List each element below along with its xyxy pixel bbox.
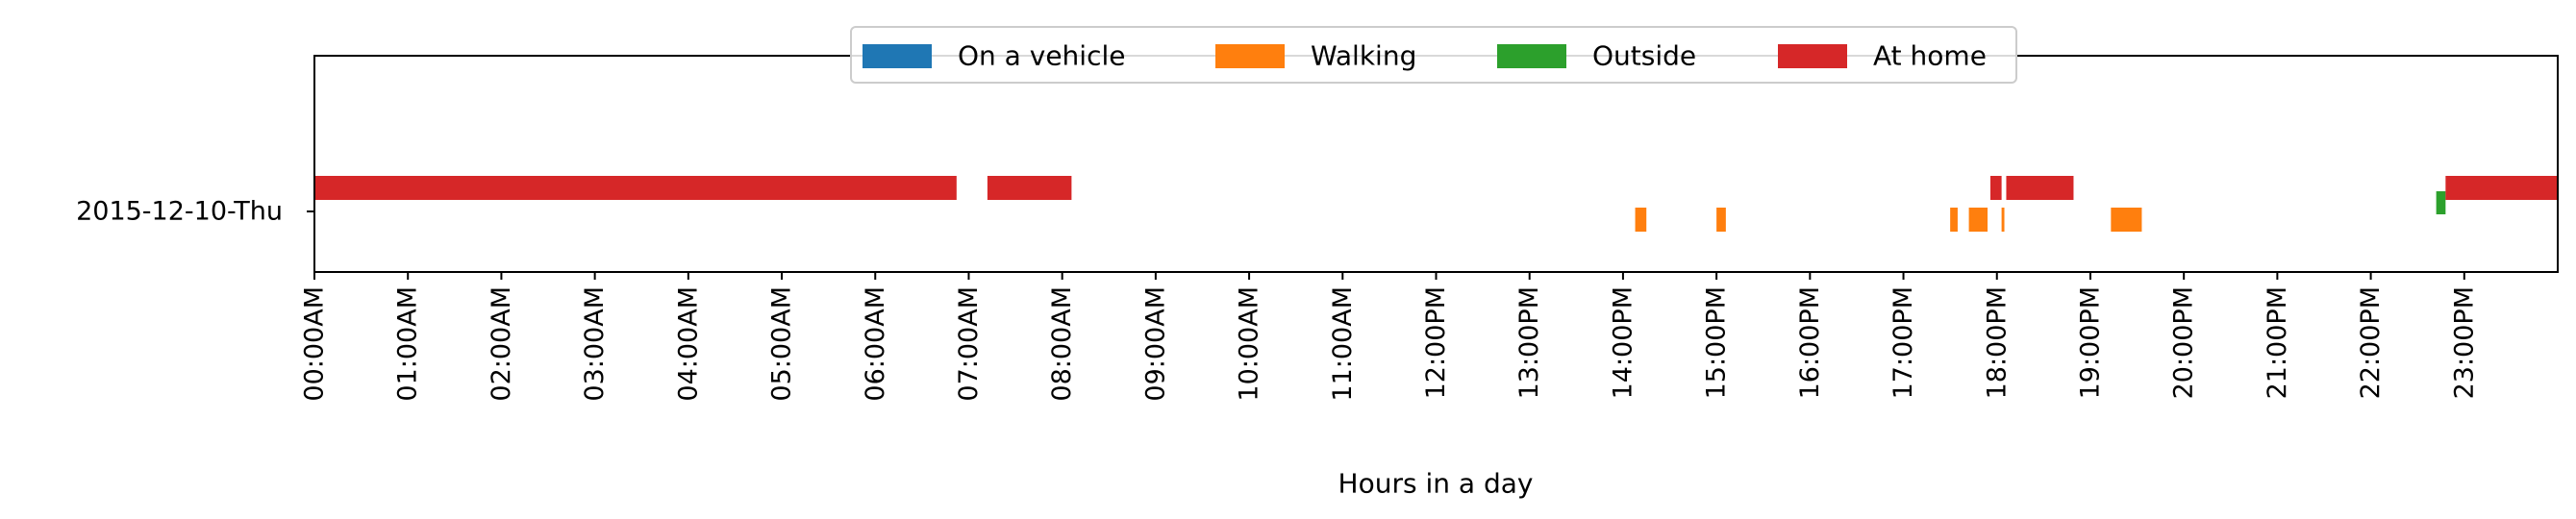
x-tick-label: 22:00PM: [2356, 286, 2386, 399]
x-tick-label: 14:00PM: [1608, 286, 1638, 399]
y-axis: 2015-12-10-Thu: [76, 197, 314, 227]
x-tick-label: 08:00AM: [1047, 286, 1077, 402]
x-axis: 00:00AM 01:00AM 02:00AM 03:00AM 04:00AM 05:00…: [300, 272, 2479, 402]
bar-walking: [2001, 208, 2005, 232]
y-tick-label: 2015-12-10-Thu: [76, 197, 283, 227]
x-tick-label: 19:00PM: [2075, 286, 2105, 399]
bar-at-home: [2006, 176, 2074, 200]
legend-swatch: [1778, 44, 1847, 68]
bar-walking: [1716, 208, 1726, 232]
bar-walking: [1635, 208, 1647, 232]
x-tick-label: 06:00AM: [861, 286, 890, 402]
x-tick-label: 05:00AM: [767, 286, 797, 402]
x-tick-label: 20:00PM: [2169, 286, 2199, 399]
bars-layer: [314, 176, 2558, 232]
bar-at-home: [987, 176, 1072, 200]
legend-swatch: [1497, 44, 1566, 68]
legend-swatch: [863, 44, 932, 68]
x-tick-label: 11:00AM: [1328, 286, 1358, 402]
plot-frame: [313, 55, 2559, 273]
bar-walking: [2111, 208, 2142, 232]
bar-outside: [2436, 191, 2446, 214]
x-tick-label: 12:00PM: [1421, 286, 1451, 399]
legend-label: At home: [1873, 40, 1987, 72]
x-tick-label: 15:00PM: [1702, 286, 1732, 399]
x-tick-label: 09:00AM: [1140, 286, 1170, 402]
x-tick-label: 03:00AM: [580, 286, 610, 402]
x-tick-label: 21:00PM: [2263, 286, 2292, 399]
x-tick-label: 10:00AM: [1235, 286, 1264, 402]
x-tick-label: 16:00PM: [1795, 286, 1825, 399]
x-tick-label: 23:00PM: [2449, 286, 2479, 399]
legend-label: On a vehicle: [958, 40, 1125, 72]
bar-at-home: [2445, 176, 2558, 200]
x-tick-label: 04:00AM: [673, 286, 703, 402]
x-tick-label: 18:00PM: [1982, 286, 2012, 399]
x-tick-label: 00:00AM: [300, 286, 330, 402]
legend: On a vehicle Walking Outside At home: [850, 26, 2017, 84]
legend-label: Walking: [1311, 40, 1416, 72]
x-tick-label: 02:00AM: [487, 286, 516, 402]
legend-swatch: [1215, 44, 1285, 68]
x-tick-label: 01:00AM: [393, 286, 423, 402]
x-tick-label: 13:00PM: [1514, 286, 1544, 399]
x-tick-label: 07:00AM: [954, 286, 984, 402]
bar-at-home: [314, 176, 957, 200]
bar-walking: [1950, 208, 1958, 232]
bar-walking: [1968, 208, 1988, 232]
bar-at-home: [1989, 176, 2002, 200]
legend-frame: [850, 26, 2017, 84]
legend-label: Outside: [1592, 40, 1696, 72]
x-axis-label: Hours in a day: [1338, 468, 1534, 500]
x-tick-label: 17:00PM: [1888, 286, 1918, 399]
